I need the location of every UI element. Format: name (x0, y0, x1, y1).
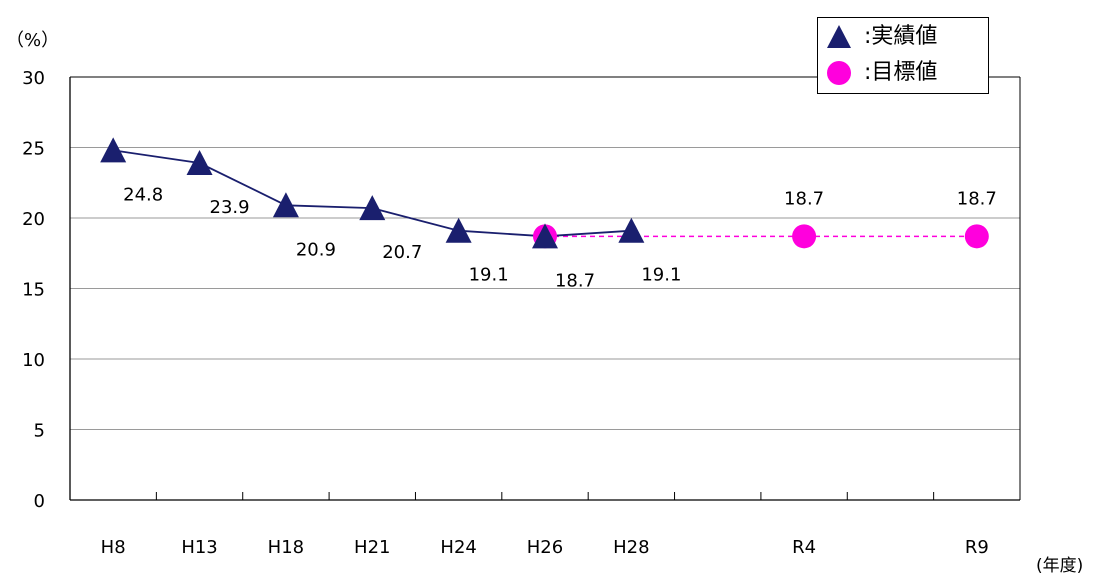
data-label: 23.9 (210, 197, 250, 218)
actual-point (618, 217, 645, 243)
legend-item-actual: :実績値 (818, 21, 988, 53)
labels-layer: 0 5 10 15 20 25 30 H8 H13 H18 H21 H24 H26 H28 R4 R9 24.8… (22, 68, 997, 558)
actual-point (100, 137, 127, 163)
data-label: 18.7 (957, 188, 997, 209)
data-label: 19.1 (469, 265, 509, 286)
triangle-icon (827, 25, 851, 48)
x-tick-label: R9 (965, 537, 989, 558)
actual-point (532, 223, 558, 249)
actual-point (359, 195, 386, 221)
y-tick-label: 20 (22, 209, 45, 230)
x-tick-label: H13 (181, 537, 217, 558)
y-tick-label: 25 (22, 139, 45, 160)
actual-point (272, 192, 299, 218)
legend-label-actual: :実績値 (864, 24, 938, 49)
legend: :実績値 :目標値 (817, 17, 989, 94)
y-tick-label: 0 (34, 491, 45, 512)
x-tick-label: H8 (101, 537, 126, 558)
x-axis-label: (年度) (1036, 556, 1083, 576)
data-label: 19.1 (641, 265, 681, 286)
circle-icon (827, 61, 851, 85)
x-tick-label: H21 (354, 537, 390, 558)
data-label: 20.7 (382, 242, 422, 263)
data-label: 20.9 (296, 239, 336, 260)
data-label: 18.7 (555, 270, 595, 291)
x-tick-label: H18 (268, 537, 304, 558)
actual-point (186, 150, 213, 176)
data-label: 18.7 (784, 188, 824, 209)
y-axis-label: （%） (6, 30, 59, 51)
y-tick-label: 30 (22, 68, 45, 89)
series-layer (100, 137, 989, 249)
actual-point (445, 217, 472, 243)
data-label: 24.8 (123, 184, 163, 205)
y-tick-label: 10 (22, 350, 45, 371)
x-tick-label: H24 (440, 537, 476, 558)
target-point (792, 224, 817, 249)
x-tick-label: H28 (613, 537, 649, 558)
legend-item-target: :目標値 (818, 57, 988, 89)
x-tick-label: R4 (792, 537, 816, 558)
grid-lines (70, 76, 1020, 430)
x-tick-label: H26 (527, 537, 563, 558)
y-tick-label: 15 (22, 280, 45, 301)
legend-label-target: :目標値 (864, 60, 938, 85)
target-point (964, 224, 989, 249)
actual-series-line (113, 149, 632, 238)
y-tick-label: 5 (34, 421, 45, 442)
